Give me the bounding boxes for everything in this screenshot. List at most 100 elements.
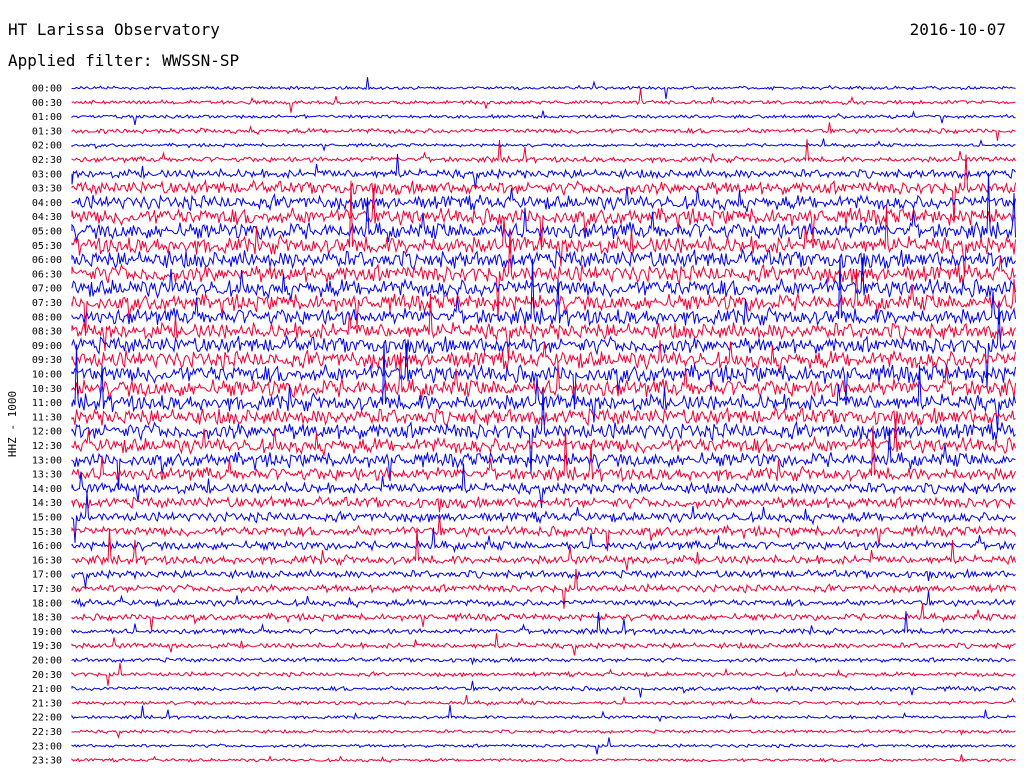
seismic-trace	[71, 342, 1016, 432]
time-tick-label: 21:30	[32, 698, 62, 709]
time-tick-label: 15:00	[32, 513, 62, 524]
time-tick-label: 08:00	[32, 312, 62, 323]
seismic-trace	[71, 180, 1016, 277]
time-tick-label: 16:30	[32, 555, 62, 566]
time-tick-label: 05:00	[32, 227, 62, 238]
time-tick-label: 11:00	[32, 398, 62, 409]
seismic-trace	[71, 293, 1016, 361]
time-tick-label: 16:00	[32, 541, 62, 552]
time-tick-label: 02:30	[32, 155, 62, 166]
seismic-trace	[71, 406, 1016, 432]
time-tick-label: 07:30	[32, 298, 62, 309]
seismic-trace	[71, 494, 1016, 513]
seismic-trace	[71, 186, 1016, 213]
time-tick-label: 01:30	[32, 126, 62, 137]
record-date: 2016-10-07	[909, 20, 1006, 39]
time-tick-label: 17:30	[32, 584, 62, 595]
applied-filter-label: Applied filter: WWSSN-SP	[8, 51, 240, 70]
time-tick-label: 02:00	[32, 141, 62, 152]
seismic-trace	[71, 656, 1016, 666]
seismic-trace	[71, 418, 1016, 457]
seismic-trace	[71, 568, 1016, 609]
time-tick-label: 23:00	[32, 741, 62, 752]
time-tick-label: 20:30	[32, 670, 62, 681]
seismic-trace	[71, 122, 1016, 141]
time-tick-label: 15:30	[32, 527, 62, 538]
time-tick-label: 10:00	[32, 370, 62, 381]
time-tick-label: 04:30	[32, 212, 62, 223]
time-tick-label: 01:00	[32, 112, 62, 123]
time-tick-label: 19:30	[32, 641, 62, 652]
time-tick-label: 18:30	[32, 613, 62, 624]
seismic-trace	[71, 491, 1016, 543]
time-tick-label: 17:00	[32, 570, 62, 581]
seismic-trace	[71, 340, 1016, 372]
time-tick-label: 12:30	[32, 441, 62, 452]
seismic-trace	[71, 303, 1016, 389]
seismic-trace	[71, 154, 1016, 223]
seismic-trace	[71, 187, 1016, 250]
time-tick-label: 19:00	[32, 627, 62, 638]
seismic-trace	[71, 352, 1016, 400]
time-tick-label: 00:30	[32, 98, 62, 109]
time-tick-label: 22:30	[32, 727, 62, 738]
trace-group	[71, 77, 1016, 764]
time-tick-label: 13:00	[32, 455, 62, 466]
channel-axis-label: HHZ - 1000	[6, 391, 19, 457]
seismic-trace	[71, 77, 1016, 99]
seismic-trace	[71, 172, 1016, 242]
seismic-trace	[71, 463, 1016, 508]
seismic-trace	[71, 527, 1016, 554]
seismic-trace	[71, 694, 1016, 707]
time-tick-label: 00:00	[32, 84, 62, 95]
time-tick-label: 05:30	[32, 241, 62, 252]
time-tick-label: 22:00	[32, 713, 62, 724]
time-tick-label: 14:00	[32, 484, 62, 495]
seismic-trace	[71, 680, 1016, 698]
time-tick-label: 20:00	[32, 656, 62, 667]
seismic-trace	[71, 663, 1016, 686]
seismic-trace	[71, 568, 1016, 588]
seismic-trace	[71, 343, 1016, 410]
time-tick-label: 06:30	[32, 269, 62, 280]
time-tick-label: 03:00	[32, 169, 62, 180]
seismic-trace	[71, 256, 1016, 327]
time-tick-label: 09:30	[32, 355, 62, 366]
seismic-trace	[71, 705, 1016, 723]
time-tick-label: 18:00	[32, 598, 62, 609]
seismic-trace	[71, 591, 1016, 609]
seismic-trace	[71, 737, 1016, 755]
time-tick-label: 09:00	[32, 341, 62, 352]
seismic-trace	[71, 603, 1016, 631]
time-tick-label: 11:30	[32, 412, 62, 423]
time-tick-label: 23:30	[32, 756, 62, 767]
seismic-trace	[71, 88, 1016, 113]
seismic-trace	[71, 268, 1016, 336]
seismic-trace	[71, 110, 1016, 126]
time-tick-label: 03:30	[32, 184, 62, 195]
time-tick-labels: 00:00 00:30 01:00 01:30 02:00 02:30 03:00 03:30…	[32, 84, 62, 767]
time-tick-label: 04:00	[32, 198, 62, 209]
seismic-trace	[71, 633, 1016, 656]
time-tick-label: 07:00	[32, 284, 62, 295]
seismic-trace	[71, 728, 1016, 740]
time-tick-label: 14:30	[32, 498, 62, 509]
seismic-trace	[71, 611, 1016, 636]
seismic-trace	[71, 257, 1016, 301]
seismic-trace	[71, 754, 1016, 764]
seismic-trace	[71, 248, 1016, 275]
time-tick-label: 12:00	[32, 427, 62, 438]
seismic-trace	[71, 527, 1016, 571]
seismic-trace	[71, 153, 1016, 190]
time-tick-label: 08:30	[32, 327, 62, 338]
time-tick-label: 13:30	[32, 470, 62, 481]
seismic-trace	[71, 430, 1016, 489]
seismic-trace	[71, 425, 1016, 483]
time-tick-label: 21:00	[32, 684, 62, 695]
seismic-trace	[71, 138, 1016, 152]
time-tick-label: 10:30	[32, 384, 62, 395]
seismic-trace	[71, 389, 1016, 475]
seismic-trace	[71, 229, 1016, 321]
seismic-trace	[71, 514, 1016, 552]
